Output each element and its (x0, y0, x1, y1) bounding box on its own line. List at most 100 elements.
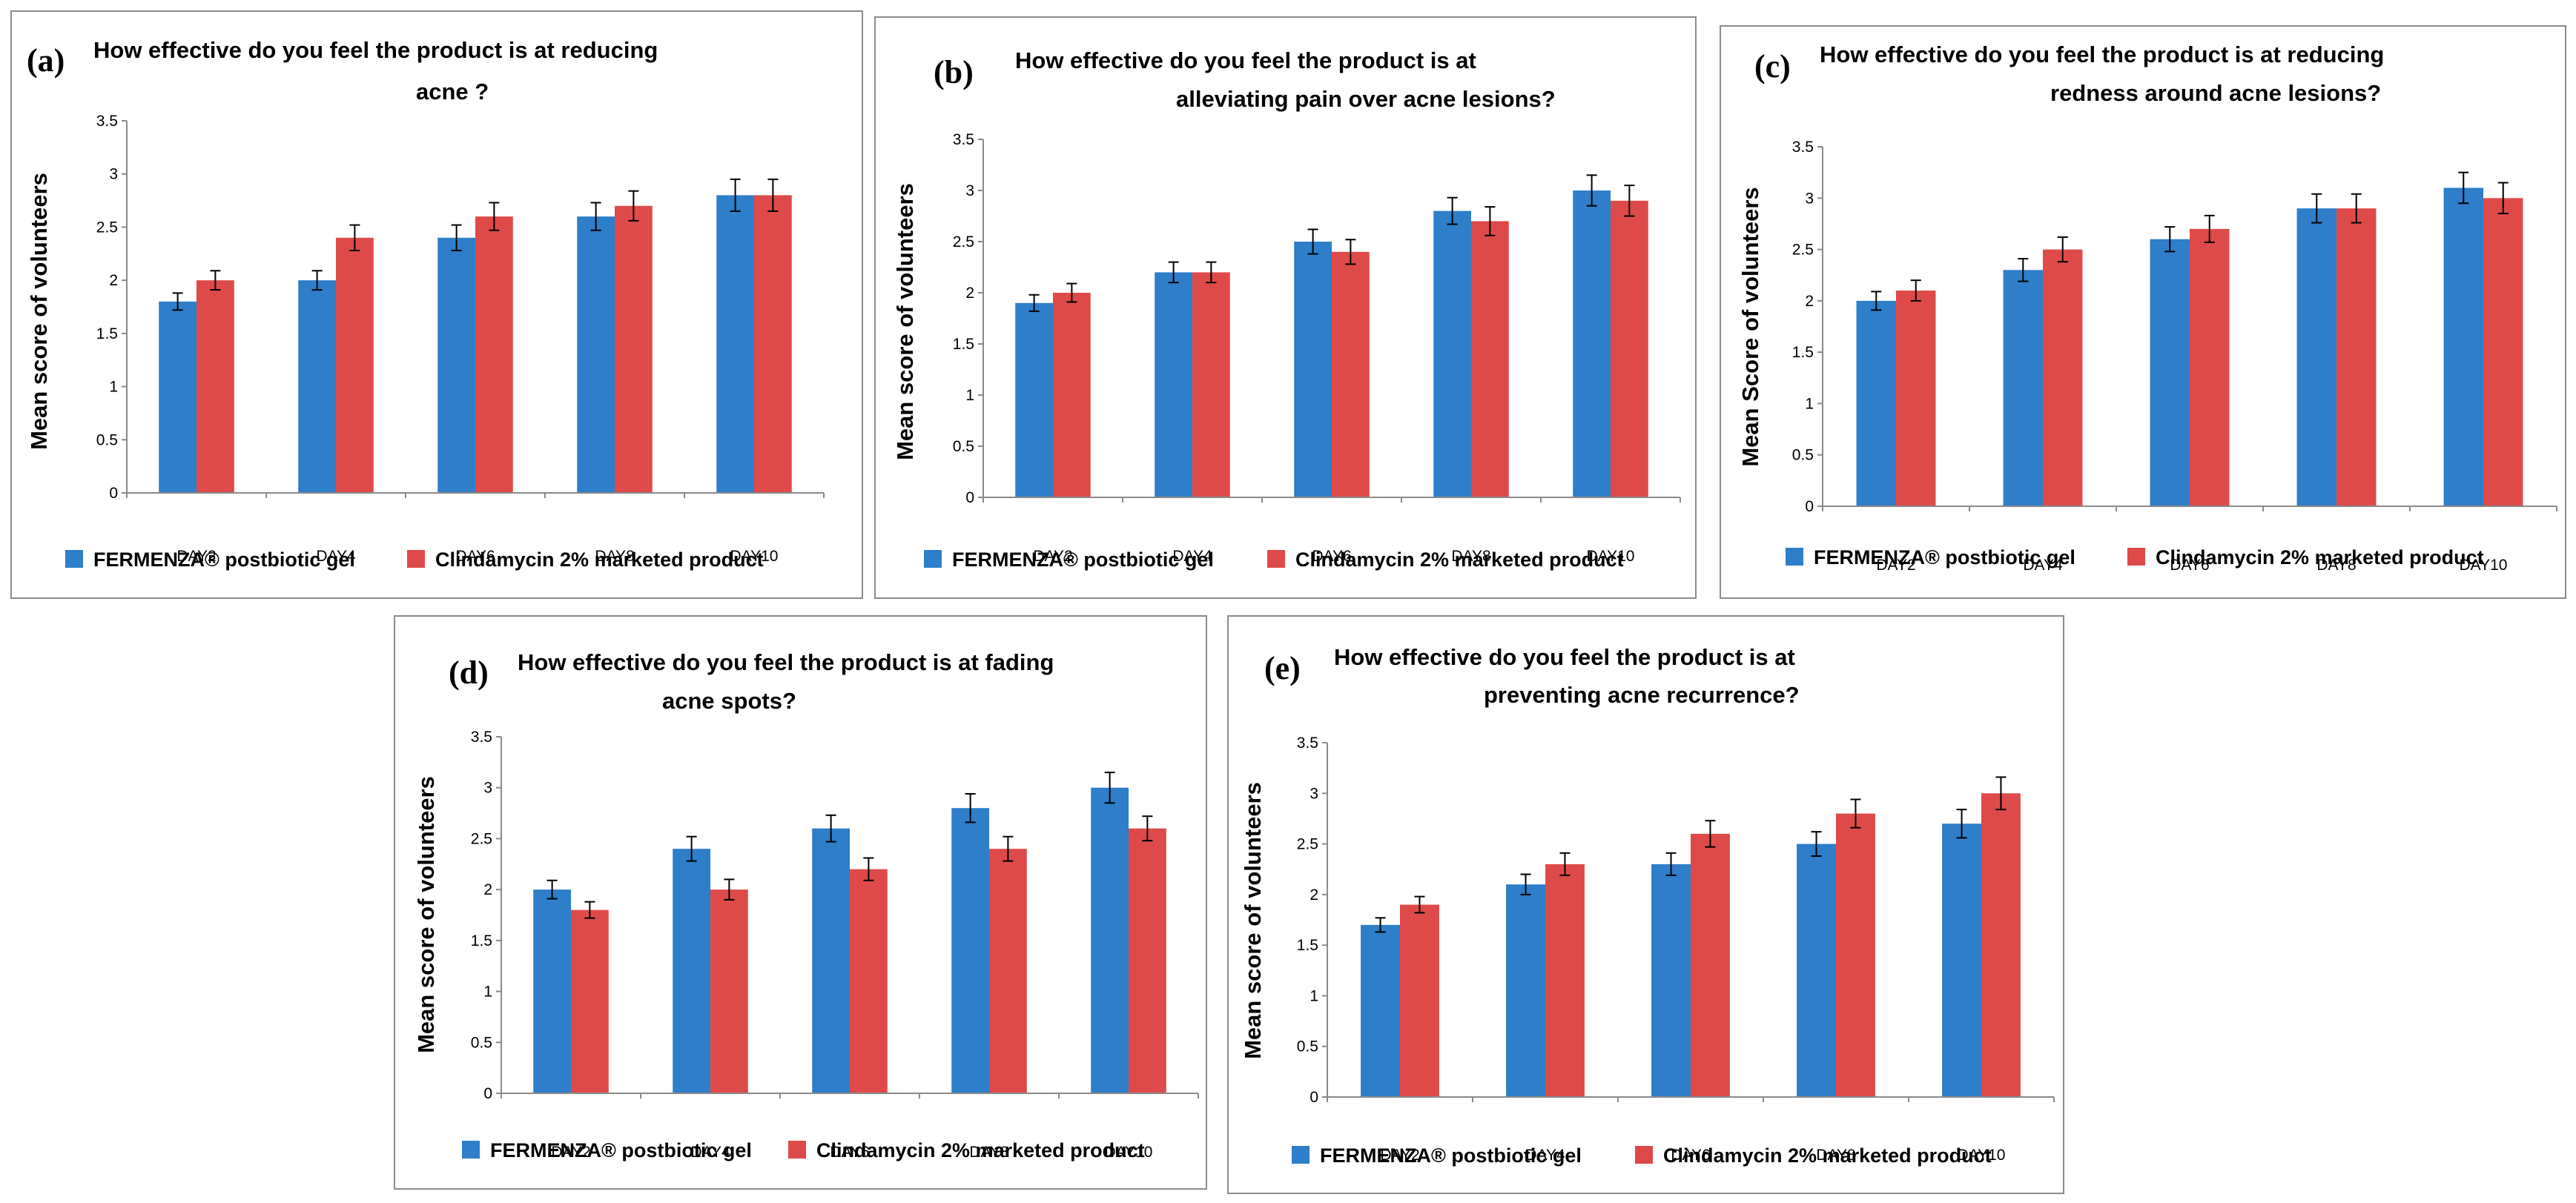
chart-d-y-axis-label: Mean score of volunteers (413, 776, 439, 1053)
chart-d-bar-fermenza (951, 808, 989, 1093)
chart-e-bar-clindamycin (1836, 813, 1875, 1097)
chart-e-y-tick-label: 1 (1310, 987, 1318, 1004)
chart-b-bar-fermenza (1155, 272, 1192, 497)
chart-c-x-tick-label: DAY10 (2460, 557, 2508, 574)
chart-a-bar-clindamycin (615, 205, 653, 493)
chart-d-x-tick-label: DAY10 (1105, 1144, 1153, 1161)
chart-e-y-axis-label: Mean score of volunteers (1240, 782, 1266, 1059)
chart-e-bar-fermenza (1651, 864, 1691, 1097)
chart-a-bar-fermenza (577, 216, 615, 493)
chart-b-title-line-2: alleviating pain over acne lesions? (1176, 86, 1556, 112)
chart-c-panel-label: (c) (1754, 48, 1791, 84)
chart-e-x-tick-label: DAY4 (1525, 1147, 1565, 1164)
chart-d-y-tick-label: 3 (483, 780, 492, 797)
chart-b-y-tick-label: 1 (965, 387, 974, 404)
chart-a-y-tick-label: 3 (109, 166, 118, 183)
chart-e-bar-clindamycin (1545, 864, 1585, 1097)
chart-d-bar-clindamycin (850, 869, 888, 1093)
chart-b-legend-label-clindamycin: Clindamycin 2% marketed product (1295, 549, 1624, 571)
chart-d-bar-fermenza (812, 828, 850, 1093)
chart-c-y-tick-label: 0 (1805, 498, 1814, 515)
chart-c-bar-clindamycin (2043, 249, 2083, 506)
chart-a-title-line-1: How effective do you feel the product is… (93, 37, 658, 63)
chart-e-y-tick-label: 1.5 (1297, 937, 1318, 954)
chart-c-x-tick-label: DAY4 (2023, 557, 2063, 574)
chart-b-x-tick-label: DAY10 (1587, 548, 1635, 565)
chart-d-panel-label: (d) (449, 654, 489, 691)
chart-a-y-tick-label: 0.5 (96, 431, 118, 448)
chart-d-bar-fermenza (1091, 787, 1129, 1093)
chart-b-bar-fermenza (1015, 302, 1053, 497)
chart-e-bar-fermenza (1361, 924, 1400, 1097)
chart-c-x-tick-label: DAY2 (1876, 557, 1915, 574)
chart-c-y-tick-label: 0.5 (1792, 447, 1814, 464)
chart-d-title-line-2: acne spots? (662, 688, 796, 714)
chart-d-title-line-1: How effective do you feel the product is… (518, 649, 1054, 675)
chart-a-legend-label-fermenza: FERMENZA® postbiotic gel (93, 549, 355, 571)
chart-b-y-tick-label: 0.5 (953, 438, 974, 455)
chart-e-legend-swatch-clindamycin (1635, 1146, 1653, 1164)
chart-e-y-tick-label: 0.5 (1297, 1038, 1318, 1055)
chart-a: (a) How effective do you feel the product… (26, 37, 825, 571)
chart-c-y-tick-label: 1 (1805, 395, 1814, 412)
chart-a-legend-swatch-clindamycin (407, 550, 425, 568)
chart-e-y-tick-label: 3.5 (1297, 735, 1318, 752)
chart-c-bar-fermenza (2003, 270, 2043, 506)
chart-b-y-tick-label: 1.5 (953, 336, 974, 353)
chart-a-panel-label: (a) (27, 42, 65, 79)
chart-d-x-tick-label: DAY6 (830, 1144, 869, 1161)
chart-b-legend-label-fermenza: FERMENZA® postbiotic gel (952, 549, 1214, 571)
chart-c: (c) How effective do you feel the product… (1737, 42, 2557, 574)
chart-e-x-tick-label: DAY2 (1380, 1147, 1419, 1164)
chart-a-x-tick-label: DAY6 (455, 548, 495, 565)
chart-a-legend-label-clindamycin: Clindamycin 2% marketed product (435, 549, 764, 571)
chart-d-bar-clindamycin (571, 909, 609, 1093)
chart-b-x-tick-label: DAY4 (1172, 548, 1212, 565)
chart-c-bar-clindamycin (2336, 208, 2377, 506)
chart-d-bar-clindamycin (989, 849, 1027, 1093)
chart-c-bar-fermenza (1856, 300, 1896, 506)
chart-d-x-tick-label: DAY8 (969, 1144, 1008, 1161)
chart-e-bar-fermenza (1506, 884, 1545, 1097)
chart-a-bar-clindamycin (754, 195, 792, 493)
chart-d-legend-label-clindamycin: Clindamycin 2% marketed product (816, 1139, 1145, 1161)
chart-c-y-tick-label: 2 (1805, 293, 1814, 310)
chart-d-bar-fermenza (533, 889, 571, 1093)
chart-a-title-line-2: acne ? (416, 79, 489, 105)
chart-c-x-tick-label: DAY6 (2170, 557, 2209, 574)
chart-a-bar-fermenza (298, 280, 336, 493)
chart-a-y-tick-label: 1.5 (96, 325, 118, 342)
chart-e-panel-label: (e) (1264, 650, 1301, 686)
chart-d-x-tick-label: DAY4 (690, 1144, 730, 1161)
chart-a-bar-fermenza (437, 237, 475, 493)
chart-c-bar-fermenza (2443, 188, 2483, 506)
chart-c-title-line-2: redness around acne lesions? (2050, 80, 2381, 106)
chart-d-legend-label-fermenza: FERMENZA® postbiotic gel (490, 1139, 752, 1161)
chart-b-title-line-1: How effective do you feel the product is… (1015, 47, 1476, 73)
chart-c-y-tick-label: 3 (1805, 190, 1814, 207)
chart-c-y-axis-label: Mean Score of volunteers (1737, 187, 1763, 466)
chart-b-y-axis-label: Mean score of volunteers (892, 183, 918, 460)
chart-a-bar-clindamycin (475, 216, 513, 493)
chart-b-y-tick-label: 0 (965, 489, 974, 506)
chart-e-bar-fermenza (1942, 823, 1981, 1097)
chart-c-x-tick-label: DAY8 (2316, 557, 2356, 574)
chart-b-panel-label: (b) (934, 54, 974, 90)
chart-c-legend-label-fermenza: FERMENZA® postbiotic gel (1814, 546, 2075, 569)
chart-panel-a: (a) How effective do you feel the product… (10, 10, 863, 599)
chart-a-legend-swatch-fermenza (65, 550, 83, 568)
chart-b-x-tick-label: DAY8 (1451, 548, 1490, 565)
chart-e-legend-label-clindamycin: Clindamycin 2% marketed product (1663, 1144, 1992, 1167)
chart-d-legend-swatch-fermenza (462, 1141, 480, 1159)
chart-e-x-tick-label: DAY8 (1816, 1147, 1855, 1164)
chart-d-y-tick-label: 0.5 (471, 1034, 492, 1051)
chart-b-bar-clindamycin (1611, 200, 1648, 497)
chart-b-bar-clindamycin (1192, 272, 1230, 497)
chart-d-y-tick-label: 0 (483, 1085, 492, 1102)
chart-b-y-tick-label: 3 (965, 182, 974, 199)
chart-a-bar-clindamycin (336, 237, 374, 493)
chart-panel-d: (d) How effective do you feel the product… (394, 615, 1207, 1190)
chart-e-x-tick-label: DAY10 (1958, 1147, 2006, 1164)
chart-a-x-tick-label: DAY4 (316, 548, 356, 565)
chart-e-title-line-1: How effective do you feel the product is… (1334, 644, 1795, 670)
